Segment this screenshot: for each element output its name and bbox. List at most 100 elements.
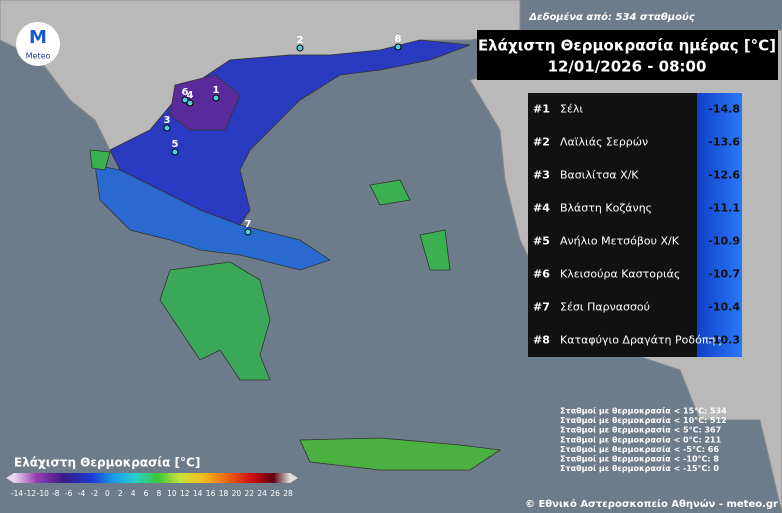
value: -10.4: [708, 301, 740, 314]
row-bg: [528, 192, 697, 225]
colorbar-tick-label: 10: [167, 489, 177, 498]
row-bg: [528, 291, 697, 324]
marker-label: 7: [245, 219, 252, 230]
colorbar-tick-label: 6: [144, 489, 149, 498]
rank: #7: [533, 301, 550, 314]
colorbar-tick-label: 24: [257, 489, 267, 498]
colorbar-tick-label: -10: [37, 489, 49, 498]
svg-text:M: M: [29, 27, 47, 48]
station-name: Ανήλιο Μετσόβου Χ/Κ: [560, 235, 680, 248]
marker-label: 1: [213, 85, 220, 96]
colorbar-tick-label: 4: [131, 489, 136, 498]
station-stats: Σταθμοί με θερμοκρασία < 15°C: 534Σταθμο…: [560, 406, 727, 474]
value-cell: [697, 192, 742, 225]
title-box: [477, 30, 778, 80]
value-cell: [697, 258, 742, 291]
colorbar-tick-label: -8: [52, 489, 60, 498]
value: -10.9: [708, 235, 740, 248]
rank: #2: [533, 136, 550, 149]
station-name: Λαϊλιάς Σερρών: [560, 136, 648, 149]
marker-label: 5: [172, 139, 179, 150]
stat-line: Σταθμοί με θερμοκρασία < 5°C: 367: [560, 425, 721, 435]
station-name: Καταφύγιο Δραγάτη Ροδόπης: [560, 334, 722, 347]
colorbar-tick-label: 12: [180, 489, 190, 498]
value-cell: [697, 291, 742, 324]
marker-dot: [186, 99, 194, 107]
colorbar-tick-label: -12: [24, 489, 36, 498]
row-bg: [528, 93, 697, 126]
stat-line: Σταθμοί με θερμοκρασία < -5°C: 66: [560, 444, 719, 454]
marker-dot: [394, 43, 402, 51]
row-bg: [528, 159, 697, 192]
colorbar-tick-label: -2: [91, 489, 99, 498]
marker-label: 6: [182, 87, 189, 98]
marker-dot: [212, 94, 220, 102]
legend-title: Ελάχιστη Θερμοκρασία [°C]: [14, 456, 200, 470]
value: -11.1: [708, 202, 740, 215]
stat-line: Σταθμοί με θερμοκρασία < 15°C: 534: [560, 406, 727, 416]
colorbar-tick-label: 18: [219, 489, 229, 498]
colorbar-tick-label: -14: [11, 489, 23, 498]
value-cell: [697, 93, 742, 126]
rank: #8: [533, 334, 550, 347]
value-cell: [697, 159, 742, 192]
colorbar-arrow: [290, 473, 298, 483]
stat-line: Σταθμοί με θερμοκρασία < -15°C: 0: [560, 463, 719, 473]
row-bg: [528, 225, 697, 258]
row-bg: [528, 258, 697, 291]
colorbar-tick-label: 22: [245, 489, 255, 498]
marker-label: 3: [164, 115, 171, 126]
value: -13.6: [708, 136, 740, 149]
rank: #5: [533, 235, 550, 248]
value-cell: [697, 225, 742, 258]
colorbar-tick-label: 0: [105, 489, 110, 498]
colorbar-tick-label: -4: [78, 489, 86, 498]
stat-line: Σταθμοί με θερμοκρασία < 10°C: 512: [560, 415, 727, 425]
station-name: Βασιλίτσα Χ/Κ: [560, 169, 639, 182]
datetime: 12/01/2026 - 08:00: [548, 58, 707, 76]
value: -14.8: [708, 103, 740, 116]
marker-dot: [171, 148, 179, 156]
logo: M Meteo: [16, 22, 60, 66]
value-cell: [697, 324, 742, 357]
rank: #4: [533, 202, 550, 215]
colorbar: [14, 473, 290, 483]
colorbar-tick-label: 14: [193, 489, 203, 498]
marker-dot: [244, 228, 252, 236]
value-cell: [697, 126, 742, 159]
logo-label: Meteo: [26, 52, 51, 61]
station-name: Σέλι: [560, 103, 583, 116]
stat-line: Σταθμοί με θερμοκρασία < 0°C: 211: [560, 434, 722, 444]
colorbar-ticks: -14 -12 -10 -8 -6 -4 -2 0 2 4 6 8 10 12 14 16 18 20 22 24 26…: [11, 489, 293, 498]
colorbar-tick-label: 26: [270, 489, 280, 498]
station-name: Βλάστη Κοζάνης: [560, 202, 652, 215]
marker-dot: [296, 44, 304, 52]
marker-dot: [181, 96, 189, 104]
value: -10.3: [708, 334, 740, 347]
station-name: Σέσι Παρνασσού: [560, 301, 650, 314]
marker-label: 4: [187, 90, 194, 101]
marker-label: 2: [297, 35, 304, 46]
colorbar-tick-label: 20: [232, 489, 242, 498]
row-bg: [528, 324, 697, 357]
rank: #1: [533, 103, 550, 116]
marker-dot: [163, 124, 171, 132]
footer: © Εθνικό Αστεροσκοπείο Αθηνών - meteo.gr: [525, 498, 778, 510]
colorbar-arrow: [6, 473, 14, 483]
colorbar-tick-label: -6: [65, 489, 73, 498]
greece-land: [89, 39, 502, 471]
value: -12.6: [708, 169, 740, 182]
rank: #6: [533, 268, 550, 281]
stat-line: Σταθμοί με θερμοκρασία < -10°C: 8: [560, 454, 719, 464]
marker-label: 8: [395, 34, 402, 45]
colorbar-tick-label: 2: [118, 489, 123, 498]
rank: #3: [533, 169, 550, 182]
colorbar-tick-label: 8: [157, 489, 162, 498]
colorbar-tick-label: 16: [206, 489, 216, 498]
value: -10.7: [708, 268, 740, 281]
station-name: Κλεισούρα Καστοριάς: [560, 268, 680, 281]
source-note: Δεδομένα από: 534 σταθμούς: [528, 11, 695, 23]
colorbar-tick-label: 28: [283, 489, 293, 498]
station-markers: 1 2 3 4 5 6 7 8: [163, 34, 402, 236]
